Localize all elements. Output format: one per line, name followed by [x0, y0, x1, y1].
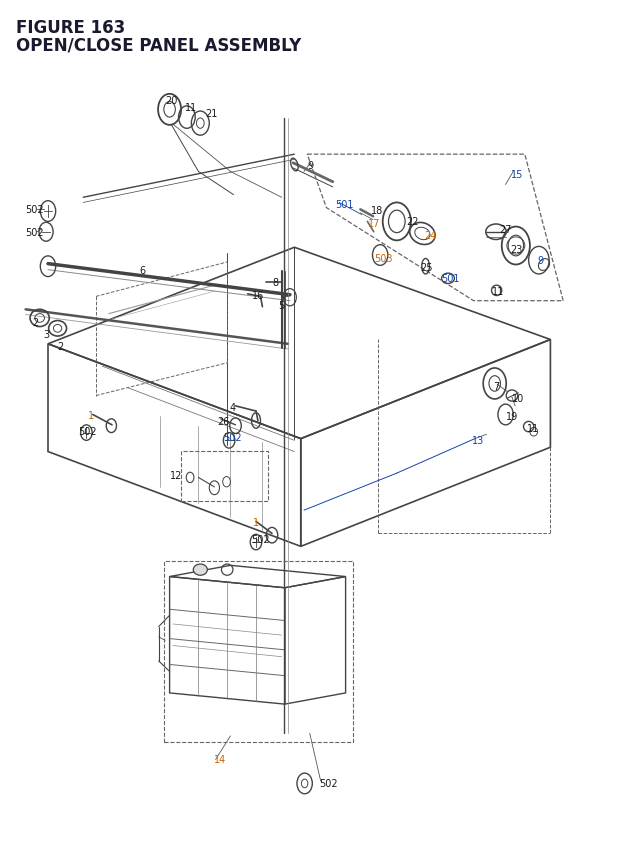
- Text: 21: 21: [205, 108, 217, 119]
- Text: 502: 502: [26, 227, 44, 238]
- Text: 1: 1: [88, 411, 95, 421]
- Text: 12: 12: [170, 470, 182, 480]
- Text: 18: 18: [371, 206, 383, 216]
- Text: 25: 25: [420, 263, 433, 273]
- Text: 7: 7: [493, 381, 499, 392]
- Text: 11: 11: [492, 287, 504, 297]
- Text: 16: 16: [252, 290, 264, 300]
- Text: 19: 19: [506, 412, 518, 422]
- Text: 23: 23: [511, 245, 523, 255]
- Text: 502: 502: [78, 426, 97, 437]
- Text: 502: 502: [26, 205, 44, 215]
- Text: 11: 11: [527, 424, 540, 434]
- Text: FIGURE 163: FIGURE 163: [16, 19, 125, 37]
- Text: 26: 26: [218, 416, 230, 426]
- Text: 17: 17: [368, 219, 380, 229]
- Text: 3: 3: [44, 330, 50, 340]
- Text: 15: 15: [511, 170, 523, 180]
- Text: 502: 502: [223, 432, 241, 443]
- Ellipse shape: [193, 565, 207, 576]
- Text: 501: 501: [335, 200, 354, 210]
- Text: 10: 10: [512, 393, 524, 404]
- Text: 11: 11: [185, 102, 197, 113]
- Text: 4: 4: [229, 402, 236, 412]
- Text: 503: 503: [374, 253, 392, 263]
- Text: 24: 24: [424, 231, 436, 241]
- Text: 22: 22: [406, 217, 419, 227]
- Text: 2: 2: [32, 318, 38, 328]
- Text: 501: 501: [442, 274, 460, 284]
- Bar: [164, 561, 353, 742]
- Text: 8: 8: [273, 277, 279, 288]
- Text: 1: 1: [253, 517, 259, 528]
- Text: 20: 20: [165, 96, 177, 106]
- Text: 6: 6: [139, 265, 145, 276]
- Text: 5: 5: [278, 300, 285, 311]
- Text: 2: 2: [58, 341, 64, 351]
- Bar: [181, 451, 268, 501]
- Text: 502: 502: [319, 778, 337, 789]
- Text: 13: 13: [472, 436, 484, 446]
- Text: 9: 9: [538, 256, 544, 266]
- Text: 9: 9: [308, 160, 314, 170]
- Text: 502: 502: [251, 534, 269, 544]
- Text: OPEN/CLOSE PANEL ASSEMBLY: OPEN/CLOSE PANEL ASSEMBLY: [16, 36, 301, 54]
- Text: 27: 27: [499, 225, 512, 235]
- Text: 14: 14: [214, 754, 226, 765]
